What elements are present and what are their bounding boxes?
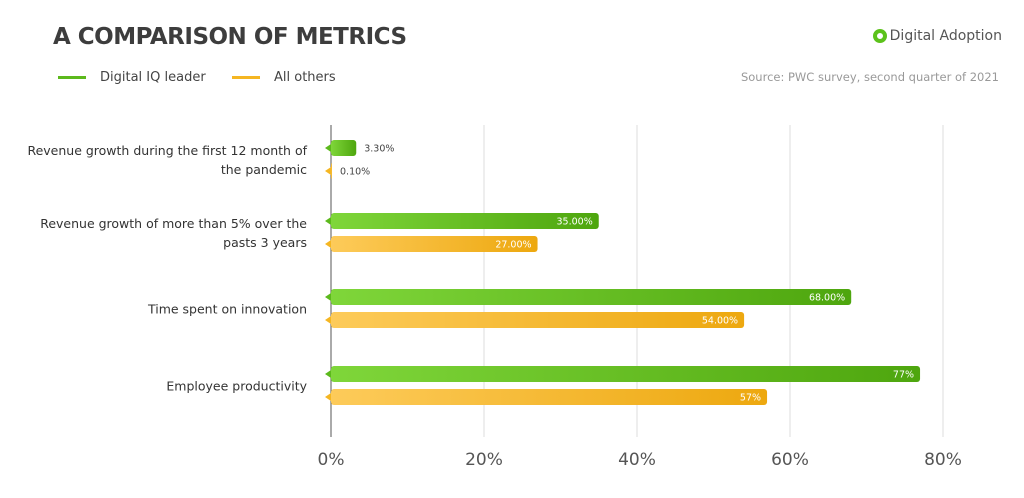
bar-pointer [325,370,331,378]
legend-swatch [232,76,260,79]
legend-item-others: All others [232,70,336,85]
logo: Digital Adoption [872,28,1002,44]
chart-title: A COMPARISON OF METRICS [53,24,407,50]
bar [331,289,852,305]
bar [331,236,538,252]
bar [331,140,357,156]
bar [331,389,768,405]
legend-swatch [58,76,86,79]
category-label: Revenue growth of more than 5% over the [40,216,307,231]
data-label: 68.00% [809,293,845,304]
bar-pointer [325,167,331,175]
data-label: 35.00% [557,217,593,228]
legend-label: All others [274,70,336,85]
category-label: pasts 3 years [223,235,307,250]
data-label: 77% [893,370,914,381]
legend-item-leader: Digital IQ leader [58,70,206,85]
x-tick-label: 40% [618,450,656,470]
x-tick-label: 80% [924,450,962,470]
bar-pointer [325,217,331,225]
bar [331,163,332,179]
data-label: 54.00% [702,316,738,327]
bar [331,312,745,328]
source-note: Source: PWC survey, second quarter of 20… [740,70,999,84]
bar-pointer [325,293,331,301]
bar-pointer [325,144,331,152]
data-label: 0.10% [340,167,370,178]
x-tick-label: 60% [771,450,809,470]
logo-text: Digital Adoption [889,28,1002,44]
bar [331,213,599,229]
category-label: Revenue growth during the first 12 month… [27,143,307,158]
category-label: Employee productivity [166,379,307,394]
bar-pointer [325,316,331,324]
bar-pointer [325,240,331,248]
category-label: the pandemic [221,162,307,177]
data-label: 27.00% [495,240,531,251]
legend-label: Digital IQ leader [100,70,206,85]
x-tick-label: 0% [318,450,345,470]
category-label: Time spent on innovation [147,302,307,317]
x-tick-label: 20% [465,450,503,470]
bar [331,366,921,382]
bar-pointer [325,393,331,401]
data-label: 3.30% [364,144,394,155]
data-label: 57% [740,393,761,404]
logo-icon [872,29,887,43]
